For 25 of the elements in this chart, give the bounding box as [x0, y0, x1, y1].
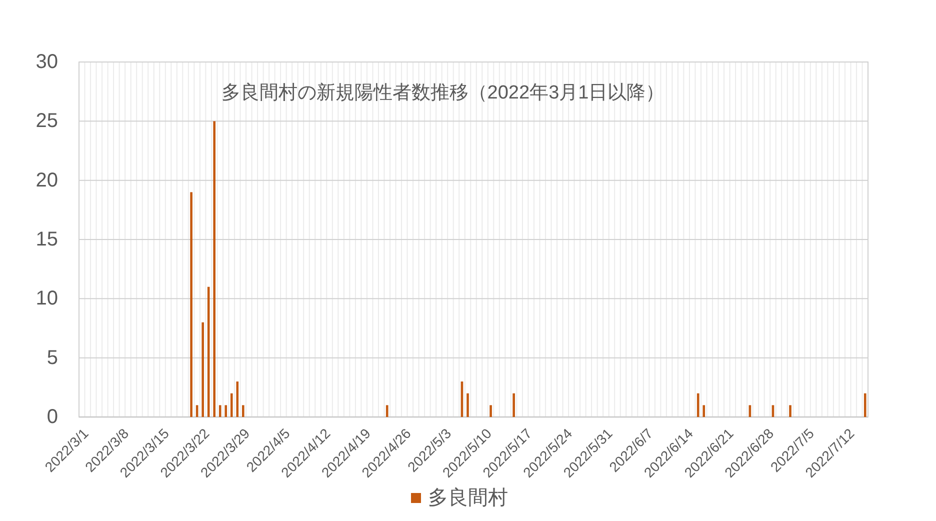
y-tick-label: 15	[36, 228, 58, 250]
bar	[230, 393, 233, 417]
legend-label: 多良間村	[428, 487, 508, 509]
bar	[466, 393, 469, 417]
bar	[242, 405, 244, 417]
y-tick-label: 5	[46, 346, 58, 369]
bar	[190, 192, 192, 417]
bar	[213, 121, 216, 417]
y-tick-label: 0	[46, 406, 58, 428]
bar	[202, 322, 204, 417]
bar	[386, 405, 388, 417]
text: 多良間村の新規陽性者数推移（2022年3月1日以降）	[221, 82, 665, 104]
bar	[218, 405, 222, 417]
y-tick-label: 20	[36, 169, 58, 192]
bar	[864, 393, 866, 417]
y-tick-label: 30	[36, 51, 58, 73]
bar	[702, 405, 706, 417]
bar	[789, 405, 792, 417]
bar	[490, 405, 492, 417]
bar	[512, 393, 515, 417]
bar	[224, 405, 228, 417]
y-tick-label: 25	[36, 110, 58, 132]
bar	[236, 382, 239, 417]
bar	[696, 393, 700, 417]
y-tick-label: 10	[36, 288, 58, 310]
